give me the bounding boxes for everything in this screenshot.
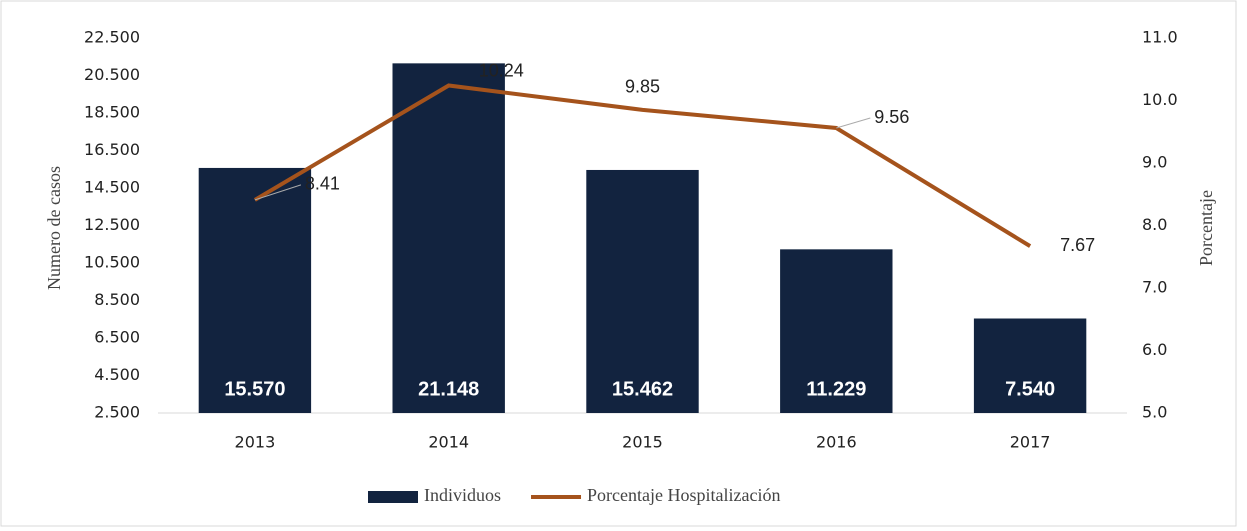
x-tick-label: 2014: [428, 433, 469, 452]
y2-tick-label: 6.0: [1142, 340, 1167, 359]
legend-label: Porcentaje Hospitalización: [587, 485, 780, 505]
y2-tick-label: 7.0: [1142, 278, 1167, 297]
value-label: 15.570: [224, 378, 285, 400]
y-tick-label: 20.500: [84, 65, 140, 84]
y-tick-label: 18.500: [84, 103, 140, 122]
value-label: 7.540: [1005, 378, 1055, 400]
y2-tick-label: 11.0: [1142, 28, 1178, 47]
bar: [780, 249, 893, 413]
y2-tick-label: 9.0: [1142, 153, 1167, 172]
y-tick-label: 14.500: [84, 178, 140, 197]
line-label: 7.67: [1060, 235, 1095, 255]
bar: [973, 318, 1087, 413]
leader-line: [836, 117, 871, 129]
bar: [392, 63, 505, 413]
y2-tick-label: 5.0: [1142, 403, 1167, 422]
y-tick-label: 8.500: [94, 290, 140, 309]
y-tick-label: 12.500: [84, 215, 140, 234]
x-tick-label: 2017: [1010, 433, 1051, 452]
y-tick-label: 10.500: [84, 253, 140, 272]
y-tick-label: 2.500: [94, 403, 140, 422]
y-tick-label: 16.500: [84, 140, 140, 159]
leader-line: [254, 184, 302, 201]
value-label: 15.462: [612, 378, 673, 400]
x-tick-label: 2015: [622, 433, 663, 452]
legend-swatch: [368, 491, 418, 503]
line: [253, 83, 1032, 248]
y2-axis-title: Porcentaje: [1196, 190, 1216, 266]
line-label: 9.85: [625, 77, 660, 97]
y-axis-title: Numero de casos: [44, 166, 64, 290]
line-label: 9.56: [874, 107, 909, 127]
y2-tick-label: 10.0: [1142, 90, 1178, 109]
x-tick-label: 2013: [235, 433, 276, 452]
y-tick-label: 22.500: [84, 28, 140, 47]
legend-label: Individuos: [424, 485, 501, 505]
x-tick-label: 2016: [816, 433, 857, 452]
bar: [586, 169, 699, 413]
value-label: 11.229: [806, 378, 866, 400]
bar: [198, 167, 312, 413]
y-tick-label: 6.500: [94, 328, 140, 347]
line-label: 10.24: [479, 60, 524, 80]
y-tick-label: 4.500: [94, 365, 140, 384]
line-label: 8.41: [305, 174, 340, 194]
value-label: 21.148: [418, 378, 479, 400]
y2-tick-label: 8.0: [1142, 215, 1167, 234]
